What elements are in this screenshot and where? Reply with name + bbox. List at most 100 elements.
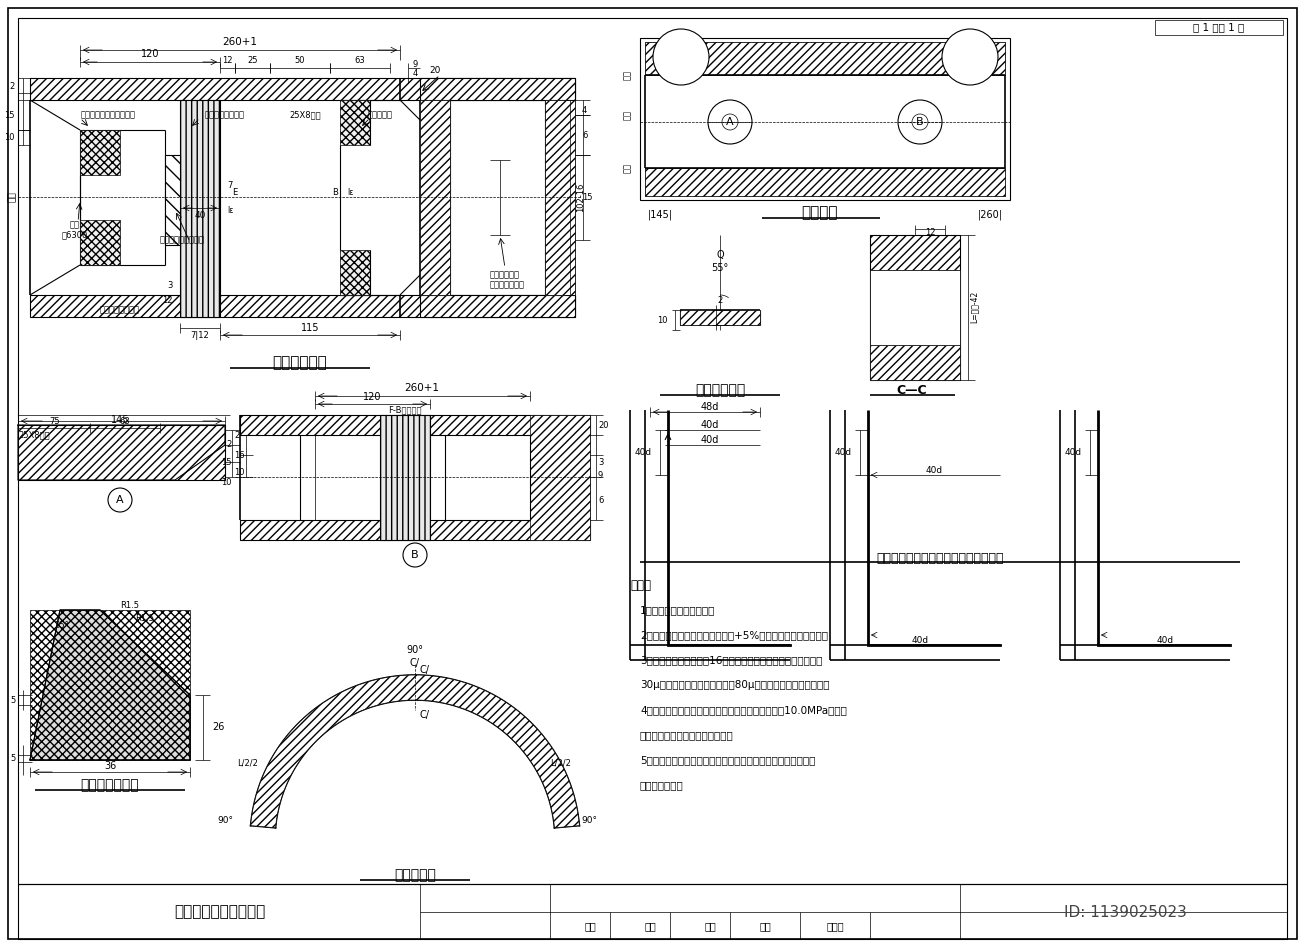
Text: 40: 40 — [194, 210, 206, 220]
Text: 30μ，环氧沥青面漆二度，每度80μ，钢套环接头内侧应磨平。: 30μ，环氧沥青面漆二度，每度80μ，钢套环接头内侧应磨平。 — [639, 680, 830, 690]
Text: 5、膨胀橡胶应在安装多层胶合板衬垫时同步粘贴，待压进去后: 5、膨胀橡胶应在安装多层胶合板衬垫时同步粘贴，待压进去后 — [639, 755, 816, 765]
Text: 120: 120 — [363, 392, 381, 402]
Text: 25X8钢环: 25X8钢环 — [290, 111, 321, 119]
Text: 管壁: 管壁 — [622, 110, 632, 120]
Text: 整光滑，无痕迹，不允许有裂口。: 整光滑，无痕迹，不允许有裂口。 — [639, 730, 733, 740]
Text: 10: 10 — [658, 315, 668, 325]
Text: 6: 6 — [582, 131, 587, 139]
Text: 与管内壁齐平。: 与管内壁齐平。 — [639, 780, 684, 790]
Text: 6: 6 — [598, 495, 603, 505]
Text: 5: 5 — [10, 695, 16, 705]
Text: 5: 5 — [10, 754, 16, 762]
Text: 40d: 40d — [634, 448, 652, 456]
Text: 3: 3 — [598, 457, 603, 467]
Text: 15: 15 — [582, 192, 592, 202]
Text: 10: 10 — [222, 477, 232, 487]
Text: 15: 15 — [4, 111, 14, 119]
Text: 衬垫尺寸图: 衬垫尺寸图 — [394, 868, 436, 882]
Text: C/: C/ — [410, 658, 420, 668]
Text: 双组份聚硫密封膏: 双组份聚硫密封膏 — [205, 111, 245, 119]
Text: F-B型钢套环: F-B型钢套环 — [389, 405, 422, 415]
Bar — [30, 295, 576, 317]
Text: 63: 63 — [355, 56, 365, 64]
Text: 26: 26 — [211, 722, 224, 732]
Text: 50: 50 — [295, 56, 305, 64]
Text: 预埋膨胀橡胶止水钢套环: 预埋膨胀橡胶止水钢套环 — [81, 111, 136, 119]
Text: 20: 20 — [598, 420, 608, 430]
Bar — [341, 100, 371, 145]
Text: 9: 9 — [412, 60, 418, 68]
Text: 25: 25 — [247, 56, 258, 64]
Circle shape — [942, 29, 998, 85]
Text: 40d: 40d — [835, 448, 852, 456]
Text: 2、衬垫材料为多层胶合板，误差+5%。应预先进行防腐处理。: 2、衬垫材料为多层胶合板，误差+5%。应预先进行防腐处理。 — [639, 630, 827, 640]
Text: 2: 2 — [718, 295, 723, 305]
Text: B: B — [331, 188, 338, 196]
Text: 20: 20 — [429, 65, 441, 75]
Text: 48d: 48d — [701, 402, 719, 412]
Bar — [870, 270, 960, 345]
Text: Q: Q — [716, 250, 724, 260]
Bar — [545, 100, 576, 295]
Text: 145: 145 — [111, 415, 129, 425]
Text: 2: 2 — [227, 439, 232, 449]
Bar — [240, 415, 590, 435]
Text: 管径: 管径 — [622, 70, 632, 80]
Text: 7: 7 — [227, 181, 232, 189]
Text: Iε: Iε — [227, 205, 234, 215]
Text: R1.5: R1.5 — [120, 600, 140, 610]
Text: 102-16: 102-16 — [576, 183, 585, 212]
Text: 衬垫（多层胶合板）: 衬垫（多层胶合板） — [161, 236, 205, 244]
Polygon shape — [30, 610, 191, 760]
Text: 管径: 管径 — [8, 191, 17, 203]
Text: |260|: |260| — [977, 209, 1002, 221]
Text: C—C: C—C — [897, 384, 928, 397]
Bar — [240, 520, 590, 540]
Text: A: A — [726, 117, 733, 127]
Text: ID: 1139025023: ID: 1139025023 — [1064, 904, 1186, 920]
Bar — [645, 168, 1005, 196]
Text: |145|: |145| — [647, 209, 672, 221]
Text: 圆锥
径6300: 圆锥 径6300 — [61, 221, 89, 240]
Bar — [870, 235, 960, 270]
Text: R1.5: R1.5 — [136, 614, 154, 622]
Text: C/: C/ — [420, 665, 431, 675]
Bar — [18, 884, 1287, 939]
Circle shape — [652, 29, 709, 85]
Text: B: B — [916, 117, 924, 127]
Text: 说明：: 说明： — [630, 579, 651, 592]
Bar — [1155, 20, 1283, 35]
Text: 40d: 40d — [925, 466, 942, 474]
Text: （钢筋混凝土墙拐角处钢筋的锚固图）: （钢筋混凝土墙拐角处钢筋的锚固图） — [876, 551, 1004, 564]
Bar — [80, 220, 120, 265]
Text: B: B — [411, 550, 419, 560]
Text: C/: C/ — [420, 710, 431, 720]
Bar — [420, 78, 576, 100]
Text: 260+1: 260+1 — [405, 383, 440, 393]
Text: 10: 10 — [234, 468, 244, 476]
Text: 管径: 管径 — [622, 163, 632, 173]
Text: 63: 63 — [120, 417, 130, 425]
Bar — [420, 295, 576, 317]
Polygon shape — [251, 675, 579, 828]
Bar — [380, 415, 431, 540]
Text: 36: 36 — [104, 761, 116, 771]
Bar — [18, 425, 224, 480]
Text: L/2/2: L/2/2 — [551, 758, 572, 767]
Text: 40d: 40d — [701, 435, 719, 445]
Text: 35°: 35° — [55, 620, 69, 630]
Text: 2: 2 — [234, 431, 239, 439]
Bar — [680, 310, 760, 325]
Text: 图表号: 图表号 — [826, 921, 844, 931]
Text: 40d: 40d — [911, 635, 929, 645]
Text: 10: 10 — [4, 133, 14, 141]
Text: 钢环钢板接头: 钢环钢板接头 — [694, 383, 745, 397]
Text: Iε: Iε — [347, 188, 354, 196]
Text: 4: 4 — [582, 105, 587, 115]
Bar — [639, 38, 1010, 200]
Text: E: E — [232, 188, 238, 196]
Text: 双组份聚硫密封膏: 双组份聚硫密封膏 — [100, 306, 140, 314]
Text: 管接头大样图（变更）: 管接头大样图（变更） — [175, 904, 266, 920]
Text: 钢承口管: 钢承口管 — [801, 205, 838, 221]
Text: 2: 2 — [9, 81, 14, 91]
